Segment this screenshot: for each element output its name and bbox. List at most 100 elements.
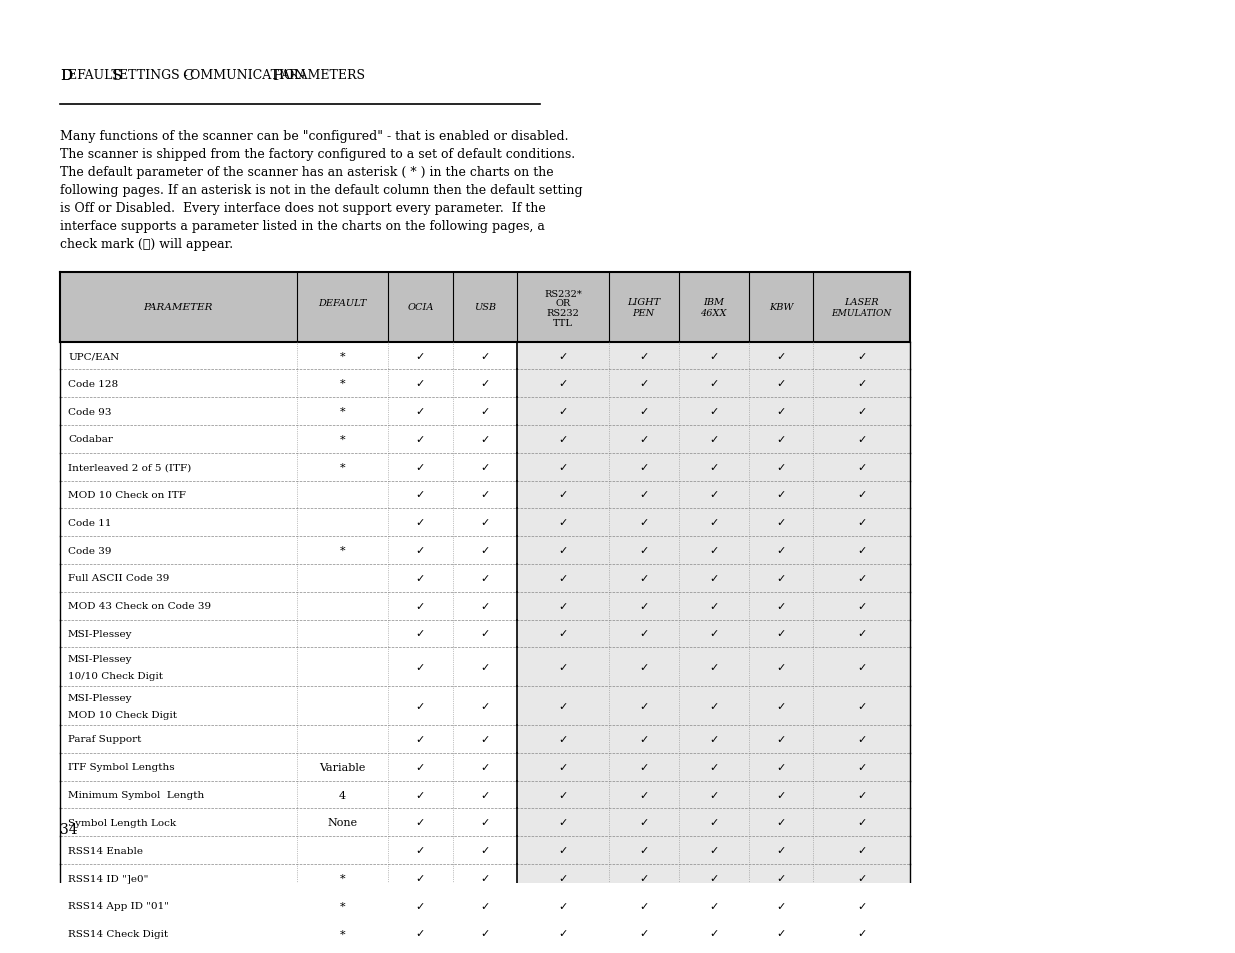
Text: ✓: ✓	[558, 700, 568, 711]
Text: ✓: ✓	[638, 734, 648, 744]
Text: D: D	[61, 70, 73, 83]
Text: ✓: ✓	[416, 490, 425, 500]
Bar	[679, 837, 748, 864]
Text: ✓: ✓	[857, 462, 866, 473]
Bar	[813, 509, 910, 537]
Text: ✓: ✓	[416, 379, 425, 389]
Bar	[609, 370, 679, 397]
Text: ✓: ✓	[857, 662, 866, 672]
Bar	[609, 753, 679, 781]
Text: ✓: ✓	[857, 601, 866, 611]
Bar	[609, 725, 679, 753]
Bar	[748, 370, 813, 397]
Text: MSI-Plessey: MSI-Plessey	[68, 693, 132, 701]
Bar	[748, 808, 813, 837]
Text: ✓: ✓	[558, 435, 568, 444]
Bar	[679, 370, 748, 397]
Text: ✓: ✓	[480, 790, 490, 800]
Text: ✓: ✓	[480, 928, 490, 939]
Bar	[517, 537, 609, 564]
Text: ✓: ✓	[416, 574, 425, 583]
Bar	[813, 864, 910, 892]
Text: ✓: ✓	[480, 901, 490, 911]
Text: ✓: ✓	[558, 407, 568, 416]
Bar	[679, 426, 748, 454]
Text: ✓: ✓	[558, 574, 568, 583]
Bar	[517, 808, 609, 837]
Text: ✓: ✓	[709, 435, 719, 444]
Text: ✓: ✓	[416, 352, 425, 361]
Bar	[748, 753, 813, 781]
Text: OR: OR	[556, 298, 571, 308]
Bar	[679, 397, 748, 426]
Bar	[679, 808, 748, 837]
Text: ✓: ✓	[480, 762, 490, 772]
Bar	[517, 892, 609, 920]
Bar	[609, 892, 679, 920]
Text: S: S	[112, 70, 122, 83]
Text: ✓: ✓	[857, 574, 866, 583]
Text: ✓: ✓	[777, 490, 785, 500]
Text: ✓: ✓	[480, 629, 490, 639]
Text: ETTINGS -: ETTINGS -	[120, 70, 193, 82]
Text: ✓: ✓	[709, 700, 719, 711]
Text: ✓: ✓	[638, 901, 648, 911]
Bar	[813, 920, 910, 947]
Text: ✓: ✓	[777, 790, 785, 800]
Text: TTL: TTL	[553, 319, 573, 328]
Text: ✓: ✓	[558, 818, 568, 827]
Text: ✓: ✓	[638, 379, 648, 389]
Text: UPC/EAN: UPC/EAN	[68, 352, 120, 360]
Text: ✓: ✓	[638, 352, 648, 361]
Text: ✓: ✓	[777, 662, 785, 672]
Bar	[609, 592, 679, 619]
Bar	[517, 426, 609, 454]
Text: ✓: ✓	[777, 928, 785, 939]
Bar	[813, 342, 910, 370]
Text: Codabar: Codabar	[68, 435, 112, 444]
Bar	[748, 481, 813, 509]
Bar	[517, 648, 609, 686]
Text: *: *	[340, 873, 346, 883]
Text: ✓: ✓	[416, 462, 425, 473]
Text: ✓: ✓	[709, 928, 719, 939]
Text: ✓: ✓	[709, 629, 719, 639]
Bar	[609, 864, 679, 892]
Text: ✓: ✓	[480, 352, 490, 361]
Text: ✓: ✓	[709, 601, 719, 611]
Text: ✓: ✓	[480, 845, 490, 855]
Text: ✓: ✓	[480, 601, 490, 611]
Text: ✓: ✓	[857, 490, 866, 500]
Bar	[679, 920, 748, 947]
Bar	[679, 342, 748, 370]
Text: ✓: ✓	[638, 873, 648, 883]
Bar	[679, 481, 748, 509]
Bar	[748, 397, 813, 426]
Bar	[679, 592, 748, 619]
Text: Interleaved 2 of 5 (ITF): Interleaved 2 of 5 (ITF)	[68, 463, 191, 472]
Bar	[748, 947, 813, 953]
Text: DEFAULT: DEFAULT	[319, 298, 367, 308]
Text: ✓: ✓	[709, 662, 719, 672]
Bar	[679, 864, 748, 892]
Bar	[609, 808, 679, 837]
Bar	[679, 947, 748, 953]
Bar	[813, 892, 910, 920]
Text: ✓: ✓	[709, 462, 719, 473]
Text: ✓: ✓	[558, 545, 568, 556]
Text: ✓: ✓	[777, 700, 785, 711]
Text: ✓: ✓	[416, 762, 425, 772]
Bar	[679, 686, 748, 725]
Text: ✓: ✓	[709, 490, 719, 500]
Bar	[813, 619, 910, 648]
Bar	[609, 537, 679, 564]
Text: ✓: ✓	[480, 574, 490, 583]
Text: ✓: ✓	[777, 601, 785, 611]
Text: ✓: ✓	[638, 462, 648, 473]
Text: ✓: ✓	[857, 629, 866, 639]
Bar	[813, 808, 910, 837]
Text: ✓: ✓	[857, 818, 866, 827]
Text: ✓: ✓	[777, 435, 785, 444]
Bar	[517, 454, 609, 481]
Bar	[813, 481, 910, 509]
